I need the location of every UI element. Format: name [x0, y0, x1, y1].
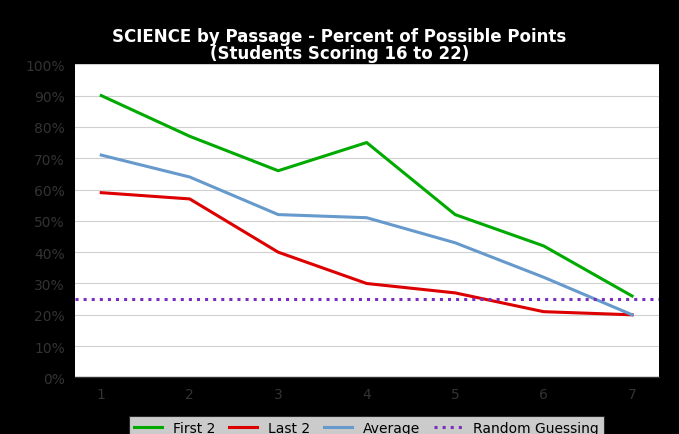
- First 2: [185, 135, 194, 140]
- First 2: [628, 294, 636, 299]
- Average: [97, 153, 105, 158]
- Average: [628, 312, 636, 318]
- Last 2: [628, 312, 636, 318]
- Random Guessing: [97, 297, 105, 302]
- Random Guessing: [9, 297, 17, 302]
- Last 2: [540, 309, 548, 315]
- Last 2: [274, 250, 282, 255]
- First 2: [451, 213, 459, 218]
- Text: (Students Scoring 16 to 22): (Students Scoring 16 to 22): [210, 45, 469, 63]
- First 2: [274, 169, 282, 174]
- Last 2: [185, 197, 194, 202]
- Last 2: [451, 291, 459, 296]
- Legend: First 2, Last 2, Average, Random Guessing: First 2, Last 2, Average, Random Guessin…: [129, 416, 604, 434]
- First 2: [97, 94, 105, 99]
- Line: Average: Average: [101, 156, 632, 315]
- Line: First 2: First 2: [101, 96, 632, 296]
- Last 2: [363, 281, 371, 286]
- Average: [274, 213, 282, 218]
- Line: Last 2: Last 2: [101, 193, 632, 315]
- Average: [185, 175, 194, 180]
- Text: SCIENCE by Passage - Percent of Possible Points: SCIENCE by Passage - Percent of Possible…: [113, 28, 566, 46]
- Average: [363, 216, 371, 221]
- First 2: [363, 141, 371, 146]
- Average: [540, 275, 548, 280]
- First 2: [540, 244, 548, 249]
- Average: [451, 240, 459, 246]
- Last 2: [97, 191, 105, 196]
